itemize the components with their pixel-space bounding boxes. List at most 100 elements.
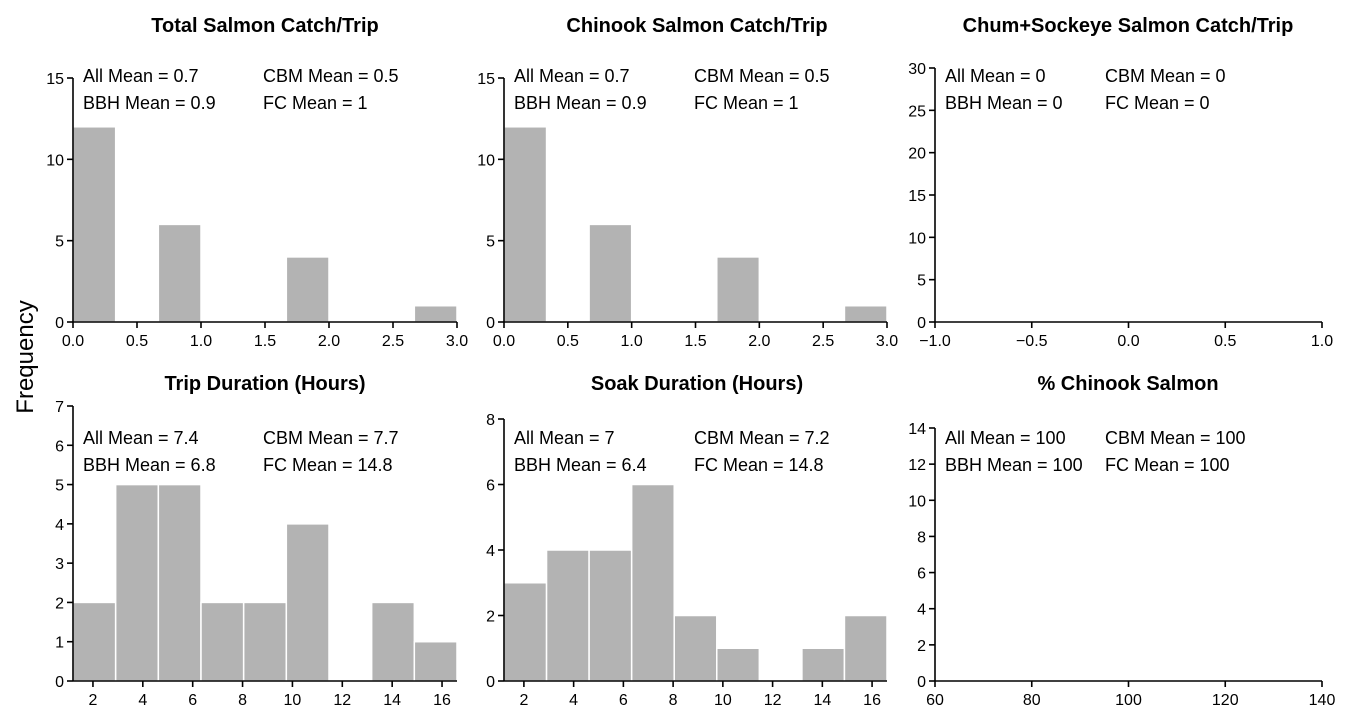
y-tick-label: 2 xyxy=(55,595,64,612)
panel-5: Soak Duration (Hours) 2 4 6 8 10 12 14 16 0 2 4 6 8 Al… xyxy=(486,373,888,709)
y-tick-label: 14 xyxy=(908,421,926,438)
y-tick-label: 12 xyxy=(908,457,926,474)
x-tick-label: 0.5 xyxy=(557,333,579,350)
y-tick-label: 5 xyxy=(55,478,64,495)
histogram-bar xyxy=(285,523,330,682)
panel-title: Trip Duration (Hours) xyxy=(164,373,365,395)
y-tick-label: 0 xyxy=(55,674,64,691)
y-tick-label: 0 xyxy=(486,315,495,332)
histogram-bar xyxy=(72,601,117,682)
y-tick-label: 15 xyxy=(477,71,495,88)
x-tick-label: 3.0 xyxy=(876,333,898,350)
histogram-bar xyxy=(200,601,245,682)
y-tick-label: 10 xyxy=(46,152,64,169)
histogram-bar xyxy=(545,549,590,682)
mean-annotation: All Mean = 0.7 xyxy=(514,66,630,86)
panel-title: Chum+Sockeye Salmon Catch/Trip xyxy=(963,15,1294,37)
x-tick-label: 1.0 xyxy=(190,333,212,350)
y-tick-label: 6 xyxy=(486,478,495,495)
x-tick-label: 2.0 xyxy=(318,333,340,350)
mean-annotation: BBH Mean = 0.9 xyxy=(83,93,216,113)
y-tick-label: 0 xyxy=(55,315,64,332)
histogram-bar xyxy=(801,647,846,682)
x-tick-label: 1.5 xyxy=(254,333,276,350)
x-tick-label: 8 xyxy=(238,692,247,709)
x-tick-label: 10 xyxy=(284,692,302,709)
mean-annotation: FC Mean = 14.8 xyxy=(694,455,824,475)
x-tick-label: 0.0 xyxy=(62,333,84,350)
mean-annotation: All Mean = 0 xyxy=(945,66,1046,86)
mean-annotation: BBH Mean = 100 xyxy=(945,455,1083,475)
mean-annotation: CBM Mean = 0.5 xyxy=(263,66,399,86)
y-tick-label: 15 xyxy=(46,71,64,88)
panel-title: Soak Duration (Hours) xyxy=(591,373,803,395)
y-tick-label: 0 xyxy=(486,674,495,691)
x-tick-label: 16 xyxy=(863,692,881,709)
y-tick-label: 2 xyxy=(917,638,926,655)
x-tick-label: 4 xyxy=(569,692,578,709)
mean-annotation: FC Mean = 14.8 xyxy=(263,455,393,475)
mean-annotation: CBM Mean = 0 xyxy=(1105,66,1226,86)
histogram-bar xyxy=(114,483,160,682)
histogram-bar xyxy=(630,483,675,682)
mean-annotation: All Mean = 7.4 xyxy=(83,428,199,448)
x-tick-label: 4 xyxy=(138,692,147,709)
y-tick-label: 30 xyxy=(908,61,926,78)
y-tick-label: 5 xyxy=(55,234,64,251)
panel-3: Chum+Sockeye Salmon Catch/Trip −1.0 −0.5 0.… xyxy=(908,15,1333,350)
x-tick-label: 1.5 xyxy=(684,333,706,350)
histogram-bar xyxy=(588,223,633,323)
mean-annotation: All Mean = 0.7 xyxy=(83,66,199,86)
histogram-bar xyxy=(370,601,416,682)
mean-annotation: CBM Mean = 7.7 xyxy=(263,428,399,448)
x-tick-label: 120 xyxy=(1212,692,1239,709)
x-tick-label: 6 xyxy=(188,692,197,709)
panel-title: Total Salmon Catch/Trip xyxy=(151,15,378,37)
y-tick-label: 10 xyxy=(908,493,926,510)
histogram-bar xyxy=(413,640,458,682)
x-tick-label: −1.0 xyxy=(919,333,951,350)
mean-annotation: FC Mean = 100 xyxy=(1105,455,1230,475)
x-tick-label: −0.5 xyxy=(1016,333,1048,350)
y-tick-label: 10 xyxy=(908,230,926,247)
y-tick-label: 8 xyxy=(917,529,926,546)
panel-title: Chinook Salmon Catch/Trip xyxy=(566,15,827,37)
mean-annotation: BBH Mean = 6.4 xyxy=(514,455,647,475)
y-tick-label: 2 xyxy=(486,609,495,626)
histogram-bar xyxy=(157,223,202,323)
x-tick-label: 0.5 xyxy=(126,333,148,350)
panel-title: % Chinook Salmon xyxy=(1037,373,1218,395)
histogram-bar xyxy=(503,582,548,682)
mean-annotation: FC Mean = 0 xyxy=(1105,93,1210,113)
x-tick-label: 140 xyxy=(1309,692,1336,709)
x-tick-label: 10 xyxy=(714,692,732,709)
histogram-bar xyxy=(157,483,202,682)
y-tick-label: 10 xyxy=(477,152,495,169)
x-tick-label: 80 xyxy=(1023,692,1041,709)
x-tick-label: 14 xyxy=(813,692,831,709)
panel-6: % Chinook Salmon 60 80 100 120 140 0 2 4 6 8 10 12 14… xyxy=(908,373,1335,709)
panel-2: Chinook Salmon Catch/Trip 0.0 0.5 1.0 1.5 2.0… xyxy=(477,15,898,350)
x-tick-label: 1.0 xyxy=(1311,333,1333,350)
histogram-bar xyxy=(843,304,888,323)
mean-annotation: BBH Mean = 0 xyxy=(945,93,1063,113)
x-tick-label: 8 xyxy=(669,692,678,709)
x-tick-label: 6 xyxy=(619,692,628,709)
x-tick-label: 16 xyxy=(433,692,451,709)
y-axis-label: Frequency xyxy=(12,300,39,413)
x-tick-label: 2.0 xyxy=(748,333,770,350)
mean-annotation: All Mean = 100 xyxy=(945,428,1066,448)
y-tick-label: 6 xyxy=(55,438,64,455)
histogram-bar xyxy=(588,549,633,682)
mean-annotation: BBH Mean = 0.9 xyxy=(514,93,647,113)
mean-annotation: BBH Mean = 6.8 xyxy=(83,455,216,475)
y-tick-label: 0 xyxy=(917,315,926,332)
x-tick-label: 0.0 xyxy=(1117,333,1139,350)
y-tick-label: 4 xyxy=(55,517,64,534)
x-tick-label: 14 xyxy=(383,692,401,709)
y-tick-label: 8 xyxy=(486,412,495,429)
x-tick-label: 3.0 xyxy=(446,333,468,350)
histogram-bar xyxy=(716,647,761,682)
y-tick-label: 15 xyxy=(908,188,926,205)
